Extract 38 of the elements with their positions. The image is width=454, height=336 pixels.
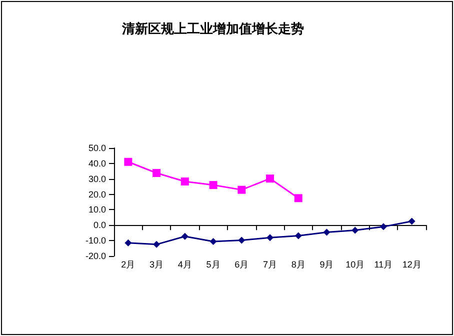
point xyxy=(124,239,132,246)
x-tick-label: 8月 xyxy=(291,260,306,270)
point xyxy=(294,232,302,240)
point xyxy=(210,238,217,245)
x-tick-label: 9月 xyxy=(320,260,334,270)
point xyxy=(238,236,246,244)
y-tick-label: 20.0 xyxy=(88,189,106,200)
chart-title: 清新区规上工业增加值增长走势 xyxy=(121,21,304,37)
x-tick-label: 7月 xyxy=(262,260,278,270)
point xyxy=(408,218,416,225)
x-tick-label: 3月 xyxy=(150,260,164,270)
x-tick-label: 12月 xyxy=(402,260,422,270)
y-tick-label: 50.0 xyxy=(88,143,106,153)
point xyxy=(266,234,274,242)
point xyxy=(124,158,132,166)
y-tick-label: -10.0 xyxy=(85,236,106,246)
x-tick-label: 6月 xyxy=(234,260,249,270)
y-tick-label: 0.0 xyxy=(93,220,106,230)
x-tick-label: 5月 xyxy=(206,260,220,270)
x-tick-label: 2月 xyxy=(121,260,136,270)
point xyxy=(181,232,188,240)
x-tick-label: 11月 xyxy=(374,260,393,270)
point xyxy=(238,186,246,194)
point xyxy=(153,240,160,248)
point xyxy=(209,181,218,190)
y-tick-label: 40.0 xyxy=(88,158,106,168)
point xyxy=(180,177,189,186)
y-tick-label: -20.0 xyxy=(85,251,106,261)
y-tick-label: 10.0 xyxy=(88,204,106,215)
y-tick-label: 30.0 xyxy=(88,174,106,184)
point xyxy=(152,168,161,177)
point xyxy=(294,194,302,202)
x-tick-label: 4月 xyxy=(178,260,192,270)
x-tick-label: 10月 xyxy=(346,260,365,270)
point xyxy=(352,226,359,234)
point xyxy=(266,174,274,183)
point xyxy=(380,223,387,230)
point xyxy=(323,228,330,236)
